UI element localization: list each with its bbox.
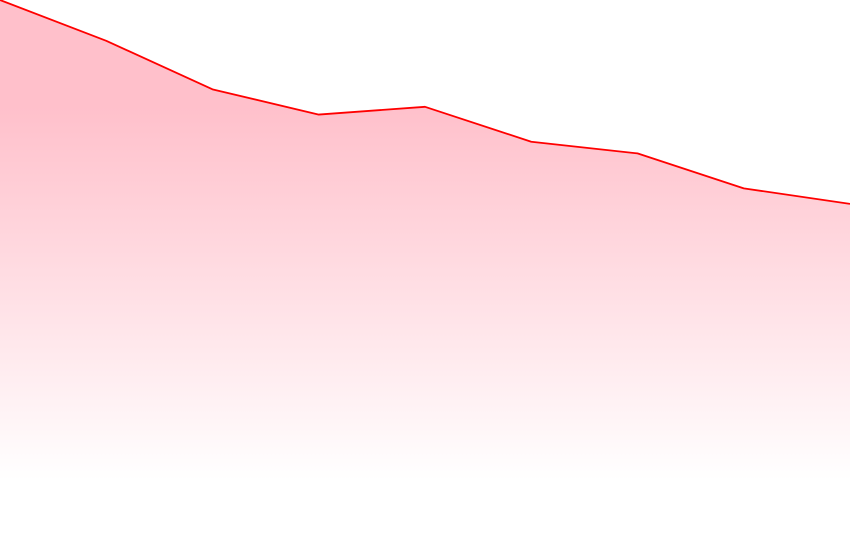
series-line [0,0,850,205]
series-line-layer [0,0,850,205]
